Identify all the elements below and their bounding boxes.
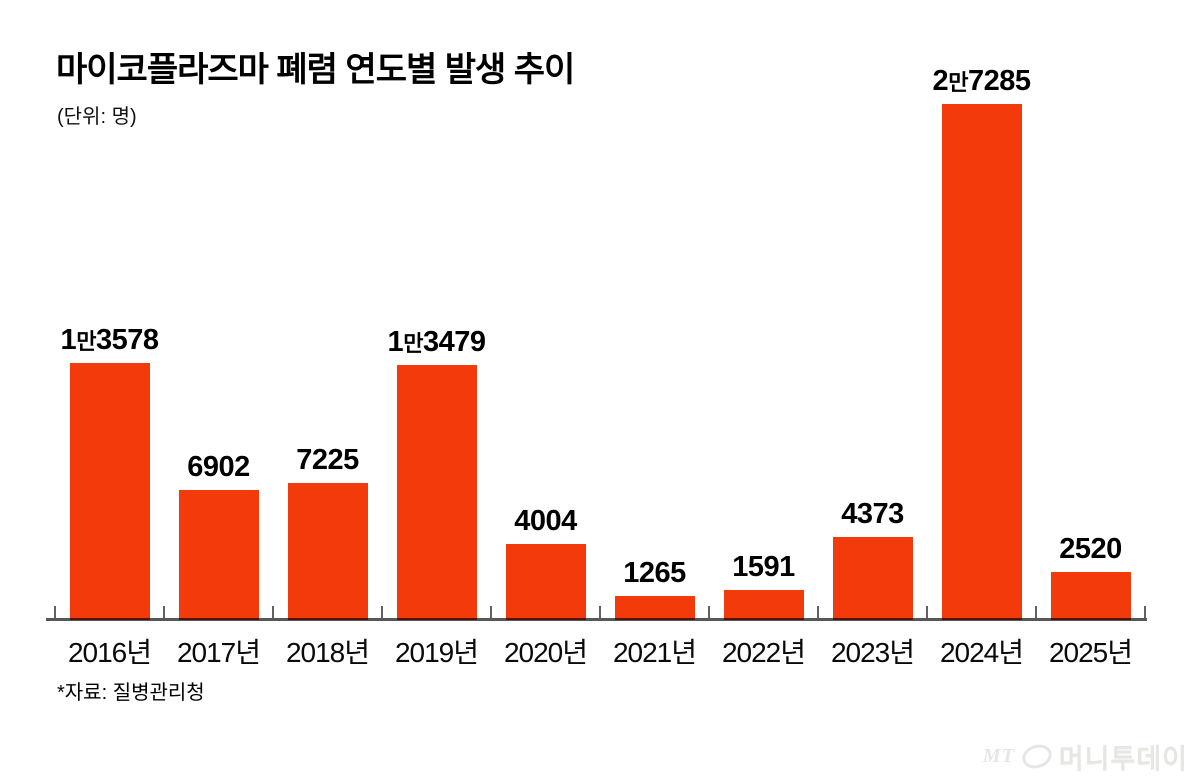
plot-area: 1만3578 6902 7225 1만3479 4004 1265 1591 4373 2만72… xyxy=(46,0,1147,621)
x-axis-label-2023년: 2023년 xyxy=(830,637,915,668)
bar-2024년 xyxy=(941,104,1022,620)
chart-title: 마이코플라즈마 폐렴 연도별 발생 추이 xyxy=(56,51,575,89)
axis-tick xyxy=(1144,606,1146,618)
bar-value-label-2022년: 1591 xyxy=(732,551,795,583)
axis-tick xyxy=(490,606,492,618)
axis-tick xyxy=(54,606,56,618)
axis-tick xyxy=(926,606,928,618)
bar-value-label-2023년: 4373 xyxy=(841,498,904,530)
x-axis-label-2017년: 2017년 xyxy=(176,637,261,668)
bar-2021년 xyxy=(614,596,695,620)
bar-value-label-2019년: 1만3479 xyxy=(387,326,486,358)
bar-value-label-2020년: 4004 xyxy=(514,505,577,537)
axis-tick xyxy=(817,606,819,618)
bar-value-label-2021년: 1265 xyxy=(623,557,686,589)
x-axis-label-2022년: 2022년 xyxy=(721,637,806,668)
bar-2025년 xyxy=(1050,572,1131,620)
x-axis-label-2025년: 2025년 xyxy=(1048,637,1133,668)
axis-tick xyxy=(381,606,383,618)
x-axis-line xyxy=(46,618,1147,621)
source-note: *자료: 질병관리청 xyxy=(57,682,205,704)
bar-value-label-2017년: 6902 xyxy=(187,451,250,483)
publisher-logo-icon xyxy=(1018,740,1055,773)
bar-value-label-2016년: 1만3578 xyxy=(60,324,159,356)
x-axis-label-2020년: 2020년 xyxy=(503,637,588,668)
axis-tick xyxy=(599,606,601,618)
bar-2019년 xyxy=(396,365,477,620)
publisher-watermark: MT 머니투데이 xyxy=(983,737,1188,776)
x-axis-label-2021년: 2021년 xyxy=(612,637,697,668)
axis-tick xyxy=(1035,606,1037,618)
unit-label: (단위: 명) xyxy=(57,106,137,128)
axis-tick xyxy=(163,606,165,618)
watermark-publisher-name: 머니투데이 xyxy=(1058,744,1188,774)
bar-2018년 xyxy=(287,483,368,620)
bar-value-label-2024년: 2만7285 xyxy=(932,65,1031,97)
bar-2022년 xyxy=(723,590,804,620)
x-axis-labels: 2016년 2017년 2018년 2019년 2020년 2021년 2022년 2023년… xyxy=(55,631,1145,668)
x-axis-label-2018년: 2018년 xyxy=(285,637,370,668)
watermark-mt-text: MT xyxy=(982,745,1015,767)
bar-2016년 xyxy=(69,363,150,620)
axis-tick xyxy=(272,606,274,618)
x-axis-label-2019년: 2019년 xyxy=(394,637,479,668)
bar-2023년 xyxy=(832,537,913,620)
bar-2017년 xyxy=(178,490,259,620)
bar-2020년 xyxy=(505,544,586,620)
axis-tick xyxy=(708,606,710,618)
x-axis-label-2024년: 2024년 xyxy=(939,637,1024,668)
x-axis-label-2016년: 2016년 xyxy=(67,637,152,668)
bar-value-label-2025년: 2520 xyxy=(1059,533,1122,565)
bar-value-label-2018년: 7225 xyxy=(296,444,359,476)
